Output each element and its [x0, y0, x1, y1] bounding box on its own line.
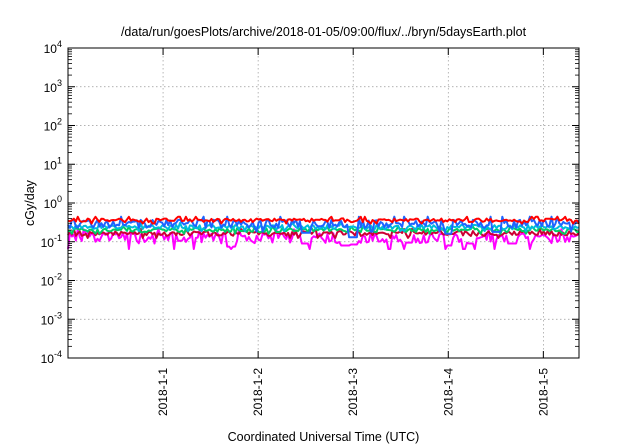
- y-tick-label: 102: [44, 117, 62, 134]
- y-tick-label: 100: [44, 194, 62, 211]
- series-line: [67, 228, 580, 250]
- x-tick-label: 2018-1-1: [156, 368, 170, 416]
- series-layer: [67, 215, 580, 250]
- x-tick-label: 2018-1-4: [441, 368, 455, 416]
- y-axis-label: cGy/day: [23, 179, 37, 226]
- series-line: [67, 215, 580, 225]
- x-axis-label: Coordinated Universal Time (UTC): [228, 430, 420, 444]
- chart-title: /data/run/goesPlots/archive/2018-01-05/0…: [121, 25, 527, 39]
- x-tick-label: 2018-1-5: [536, 368, 550, 416]
- y-tick-label: 10-2: [41, 272, 62, 289]
- y-tick-label: 101: [44, 155, 62, 172]
- series-line: [67, 215, 580, 239]
- x-tick-label: 2018-1-3: [346, 368, 360, 416]
- y-tick-label: 104: [44, 39, 62, 56]
- y-tick-label: 10-4: [41, 349, 62, 366]
- grid-lines: [68, 48, 579, 358]
- y-tick-label: 10-1: [41, 233, 62, 250]
- x-tick-label: 2018-1-2: [251, 368, 265, 416]
- ticks: 10-4 10-3 10-2 10-1 100 101 102 103 104 2018-1-1 2…: [41, 39, 579, 416]
- y-tick-label: 10-3: [41, 310, 62, 327]
- y-tick-label: 103: [44, 78, 62, 95]
- series-line: [67, 222, 580, 233]
- series-line: [67, 228, 580, 239]
